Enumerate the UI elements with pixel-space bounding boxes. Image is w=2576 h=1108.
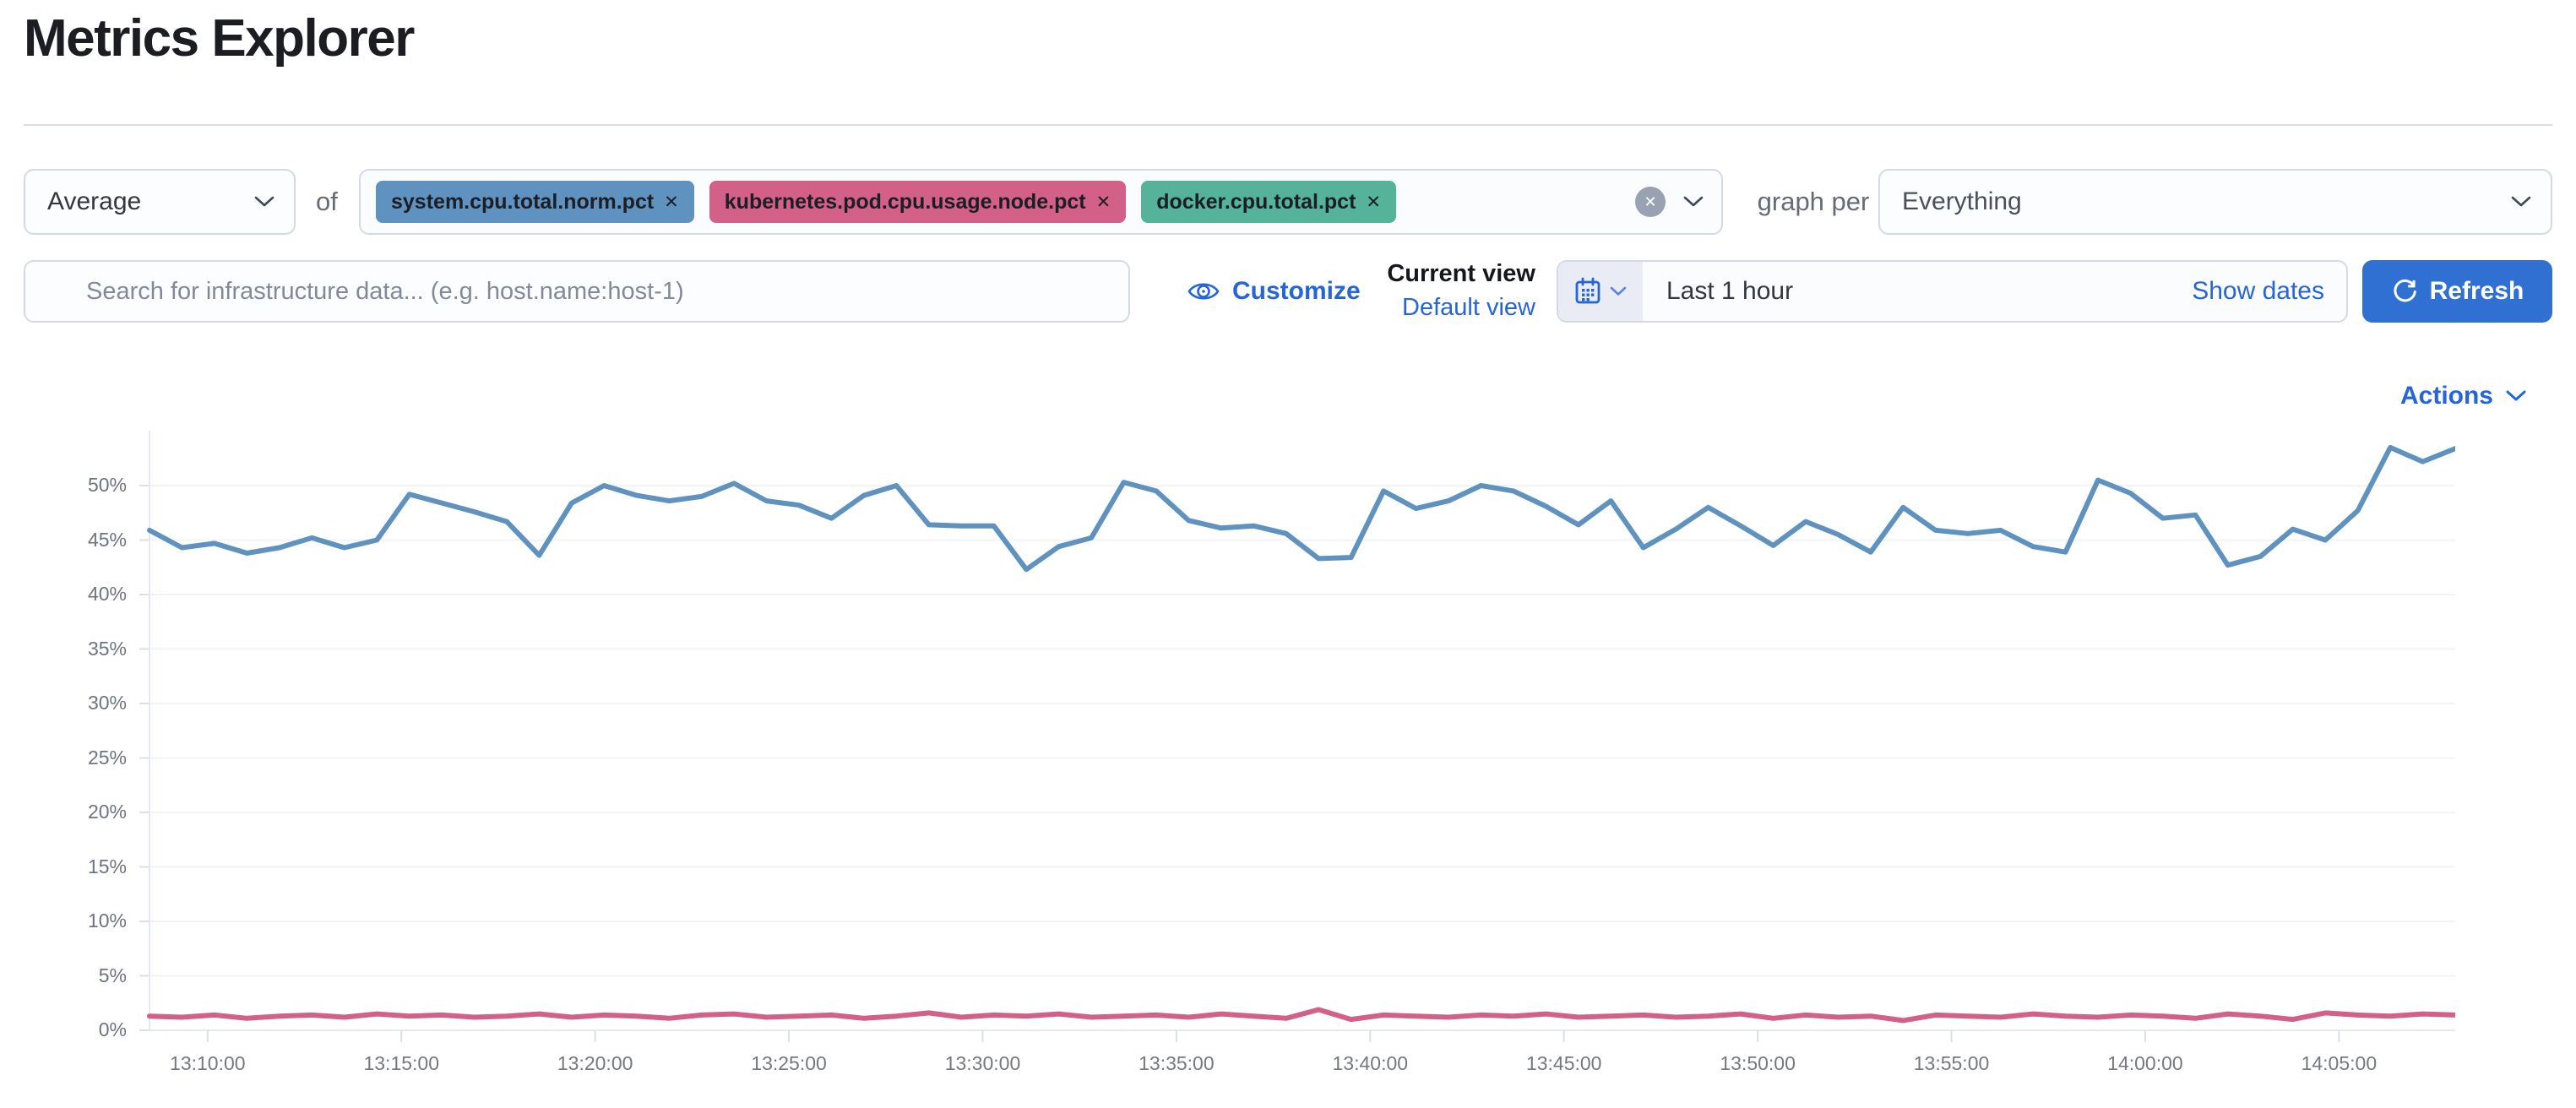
time-range-picker: Last 1 hour Show dates — [1557, 260, 2348, 323]
graph-per-value: Everything — [1902, 187, 2022, 215]
customize-button[interactable]: Customize — [1187, 260, 1361, 323]
close-icon: ✕ — [1644, 193, 1657, 210]
of-label: of — [316, 187, 338, 216]
x-tick-label: 13:10:00 — [170, 1052, 246, 1074]
x-tick-label: 13:25:00 — [751, 1052, 827, 1074]
metric-toolbar: Average of system.cpu.total.norm.pct ✕ kub… — [24, 169, 2552, 235]
customize-label: Customize — [1232, 277, 1361, 305]
view-block: Current view Default view — [1341, 257, 1535, 324]
show-dates-link[interactable]: Show dates — [2192, 277, 2324, 305]
refresh-icon — [2394, 280, 2416, 302]
search-toolbar: Customize Current view Default view Last… — [24, 260, 2552, 323]
chevron-down-icon — [254, 196, 274, 207]
x-tick-label: 13:50:00 — [1720, 1052, 1796, 1074]
clear-metrics-button[interactable]: ✕ — [1635, 187, 1666, 217]
metric-tag-label: system.cpu.total.norm.pct — [391, 189, 655, 214]
x-tick-label: 13:15:00 — [363, 1052, 439, 1074]
page-title: Metrics Explorer — [24, 9, 415, 68]
x-tick-label: 13:40:00 — [1332, 1052, 1409, 1074]
series-line-kubernetes.pod.cpu.usage.node.pct — [147, 1007, 2455, 1024]
graph-per-label: graph per — [1757, 187, 1870, 216]
remove-metric-icon[interactable]: ✕ — [1095, 192, 1111, 212]
x-tick-label: 13:35:00 — [1139, 1052, 1215, 1074]
x-tick-label: 14:05:00 — [2301, 1052, 2378, 1074]
metrics-line-chart[interactable] — [135, 431, 2455, 1057]
chevron-down-icon — [2506, 390, 2526, 401]
y-tick-label: 35% — [87, 637, 127, 660]
metrics-combobox[interactable]: system.cpu.total.norm.pct ✕ kubernetes.pod… — [359, 169, 1723, 235]
chevron-down-icon — [1610, 286, 1627, 296]
metric-tag-label: docker.cpu.total.pct — [1156, 189, 1356, 214]
header-divider — [24, 124, 2552, 126]
calendar-icon — [1575, 277, 1600, 304]
default-view-link[interactable]: Default view — [1402, 294, 1535, 321]
x-tick-label: 13:20:00 — [557, 1052, 633, 1074]
actions-menu-button[interactable]: Actions — [2400, 382, 2527, 410]
y-tick-label: 5% — [98, 964, 127, 986]
remove-metric-icon[interactable]: ✕ — [664, 192, 679, 212]
y-tick-label: 20% — [87, 801, 127, 823]
x-tick-label: 13:30:00 — [944, 1052, 1021, 1074]
metric-tag[interactable]: docker.cpu.total.pct ✕ — [1141, 181, 1397, 223]
aggregation-select[interactable]: Average — [24, 169, 296, 235]
x-tick-label: 13:45:00 — [1525, 1052, 1602, 1074]
y-tick-label: 40% — [87, 583, 127, 605]
y-tick-label: 30% — [87, 692, 127, 714]
y-tick-label: 10% — [87, 910, 127, 931]
y-tick-label: 45% — [87, 528, 127, 551]
refresh-button[interactable]: Refresh — [2362, 260, 2552, 323]
aggregation-value: Average — [47, 187, 142, 215]
graph-per-select[interactable]: Everything — [1878, 169, 2552, 235]
y-tick-label: 25% — [87, 746, 127, 769]
metric-tag[interactable]: system.cpu.total.norm.pct ✕ — [376, 181, 694, 223]
y-tick-label: 15% — [87, 855, 127, 877]
calendar-menu-button[interactable] — [1558, 262, 1643, 321]
y-tick-label: 50% — [87, 474, 127, 496]
actions-label: Actions — [2399, 382, 2493, 410]
eye-icon — [1187, 283, 1220, 300]
remove-metric-icon[interactable]: ✕ — [1366, 192, 1382, 212]
chevron-down-icon — [2511, 196, 2531, 207]
metric-tag[interactable]: kubernetes.pod.cpu.usage.node.pct ✕ — [709, 181, 1127, 223]
current-view-label: Current view — [1387, 260, 1535, 287]
refresh-label: Refresh — [2429, 277, 2524, 305]
chevron-down-icon[interactable] — [1682, 195, 1704, 209]
metric-tag-label: kubernetes.pod.cpu.usage.node.pct — [724, 189, 1086, 214]
search-input[interactable] — [24, 260, 1130, 323]
time-range-value[interactable]: Last 1 hour — [1666, 277, 1794, 305]
metric-tag-list: system.cpu.total.norm.pct ✕ kubernetes.pod… — [376, 181, 1397, 223]
series-line-system.cpu.total.norm.pct — [147, 444, 2455, 573]
y-tick-label: 0% — [98, 1018, 127, 1040]
x-tick-label: 14:00:00 — [2107, 1052, 2183, 1074]
x-tick-label: 13:55:00 — [1913, 1052, 1990, 1074]
